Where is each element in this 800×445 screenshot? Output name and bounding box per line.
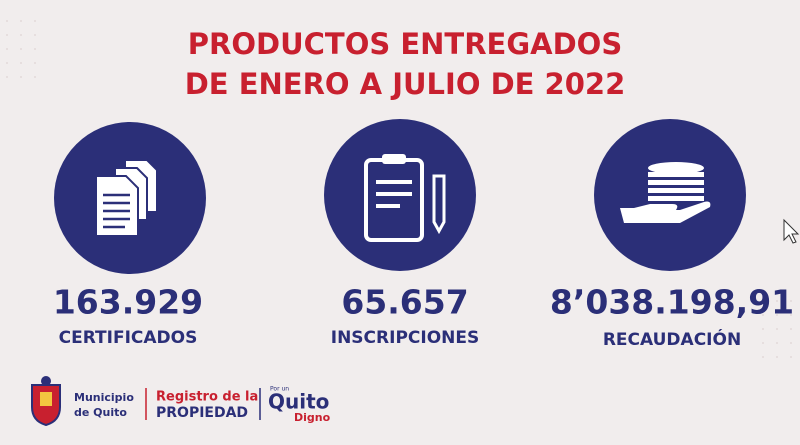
footer-text: Registro de la xyxy=(156,390,258,405)
stat-value: 65.657 xyxy=(341,283,468,322)
footer-text: PROPIEDAD xyxy=(156,405,248,421)
stat-value: 8’038.198,91 xyxy=(550,283,794,322)
stat-value: 163.929 xyxy=(53,283,203,322)
stat-label: CERTIFICADOS xyxy=(59,328,198,348)
footer-text: Digno xyxy=(294,411,331,424)
stat-label: RECAUDACIÓN xyxy=(603,328,741,350)
footer-text: Quito xyxy=(268,390,329,414)
dots xyxy=(0,20,40,80)
cursor xyxy=(783,218,800,244)
title-line: DE ENERO A JULIO DE 2022 xyxy=(185,67,626,101)
footer-text: de Quito xyxy=(74,406,127,419)
dots xyxy=(750,290,800,360)
title-line: PRODUCTOS ENTREGADOS xyxy=(188,27,622,61)
stat-label: INSCRIPCIONES xyxy=(331,328,479,348)
revenue-icon xyxy=(594,119,746,271)
footer-text: Municipio xyxy=(74,391,134,404)
crest xyxy=(31,376,61,427)
certificates-icon xyxy=(54,122,206,274)
footer-text: Por un xyxy=(270,386,289,393)
inscriptions-icon xyxy=(324,119,476,271)
